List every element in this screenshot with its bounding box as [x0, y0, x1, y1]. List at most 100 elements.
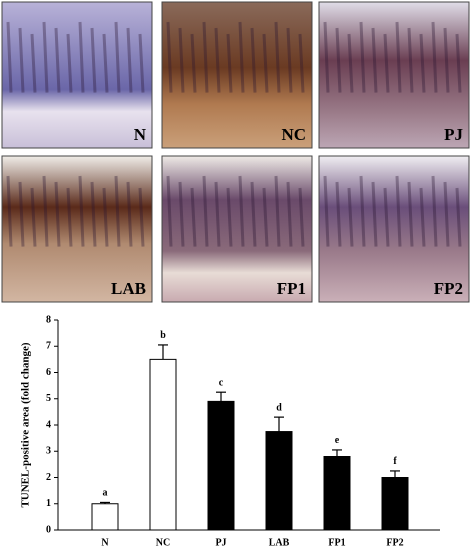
bar — [381, 477, 409, 531]
villus — [298, 187, 305, 247]
villus — [395, 21, 402, 93]
significance-letter: d — [276, 402, 282, 413]
bar — [91, 503, 119, 531]
panel-label: PJ — [444, 125, 463, 144]
villus — [431, 21, 438, 93]
villus — [250, 27, 257, 93]
y-tick-label: 0 — [46, 524, 51, 535]
villus — [214, 27, 221, 93]
villus — [66, 33, 73, 93]
panel-label: FP2 — [434, 279, 463, 298]
villus — [407, 27, 414, 93]
villus — [371, 27, 378, 93]
micrograph — [161, 1, 313, 149]
x-tick-label: FP2 — [386, 537, 403, 548]
micrograph — [318, 1, 470, 149]
villus — [371, 181, 378, 247]
villus — [166, 175, 173, 247]
villus — [395, 175, 402, 247]
villus — [274, 21, 281, 93]
villus — [114, 175, 121, 247]
villus — [102, 33, 109, 93]
villus — [226, 33, 233, 93]
villus — [262, 187, 269, 247]
significance-letter: e — [335, 435, 340, 446]
villus — [359, 21, 366, 93]
y-tick-label: 3 — [46, 446, 51, 457]
villus — [18, 181, 25, 247]
villus — [455, 187, 462, 247]
villus — [178, 181, 185, 247]
x-tick-label: NC — [156, 537, 170, 548]
villus — [78, 21, 85, 93]
villus — [443, 27, 450, 93]
villus — [238, 21, 245, 93]
villus — [419, 33, 426, 93]
villus — [178, 27, 185, 93]
villus — [347, 187, 354, 247]
villus — [6, 21, 13, 93]
villus — [250, 181, 257, 247]
villus — [262, 33, 269, 93]
villus — [18, 27, 25, 93]
villus — [190, 33, 197, 93]
villus — [323, 21, 330, 93]
y-tick-label: 1 — [46, 498, 51, 509]
villus — [335, 181, 342, 247]
panel-label: NC — [281, 125, 306, 144]
panel-label: FP1 — [277, 279, 306, 298]
villus — [383, 187, 390, 247]
villus — [298, 33, 305, 93]
x-tick-label: PJ — [215, 537, 226, 548]
villus — [90, 181, 97, 247]
villus — [190, 187, 197, 247]
villus — [214, 181, 221, 247]
villus — [431, 175, 438, 247]
villus — [138, 33, 145, 93]
villus — [274, 175, 281, 247]
y-tick-label: 5 — [46, 393, 51, 404]
bar — [323, 456, 351, 531]
villus — [455, 33, 462, 93]
villus — [6, 175, 13, 247]
villus — [419, 187, 426, 247]
y-tick-label: 8 — [46, 314, 51, 325]
villus — [226, 187, 233, 247]
villus — [78, 175, 85, 247]
micrograph — [161, 155, 313, 303]
villus — [126, 181, 133, 247]
villus — [347, 33, 354, 93]
villus — [383, 33, 390, 93]
y-tick-label: 4 — [46, 419, 51, 430]
villus — [286, 181, 293, 247]
villus — [202, 21, 209, 93]
villus — [30, 187, 37, 247]
significance-letter: a — [103, 488, 108, 499]
villus — [66, 187, 73, 247]
villus — [102, 187, 109, 247]
y-tick-label: 6 — [46, 367, 51, 378]
villus — [90, 27, 97, 93]
bar — [207, 400, 235, 531]
bar — [265, 431, 293, 531]
x-tick-label: N — [101, 537, 109, 548]
micrograph-grid: N NC PJ LAB FP1 FP2 — [1, 1, 470, 303]
villus — [54, 181, 61, 247]
villus — [238, 175, 245, 247]
villus — [126, 27, 133, 93]
panel-label: N — [134, 125, 147, 144]
villus — [286, 27, 293, 93]
villus — [407, 181, 414, 247]
villus — [138, 187, 145, 247]
micrograph — [318, 155, 470, 303]
villus — [114, 21, 121, 93]
bar-chart: 0 1 2 3 4 5 6 7 8 TUNEL-positive area (fold chang… — [20, 314, 440, 548]
villus — [323, 175, 330, 247]
villus — [202, 175, 209, 247]
significance-letter: c — [219, 377, 224, 388]
villus — [54, 27, 61, 93]
villus — [42, 175, 49, 247]
micrograph — [1, 155, 153, 303]
villus — [443, 181, 450, 247]
